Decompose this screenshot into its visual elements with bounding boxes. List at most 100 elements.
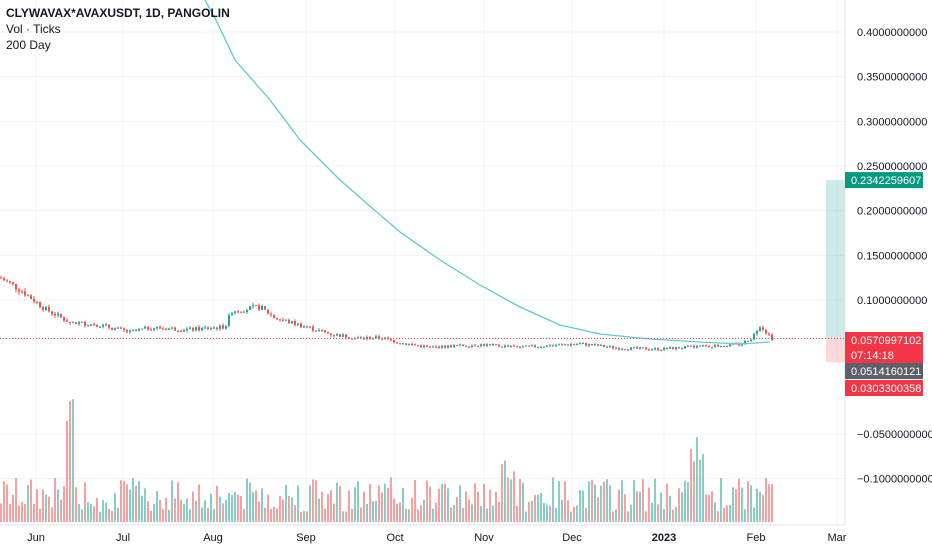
candle-body [456, 345, 458, 347]
candle-body [126, 330, 128, 332]
volume-bar [507, 477, 509, 522]
volume-legend[interactable]: Vol · Ticks [6, 22, 61, 36]
volume-bar [57, 489, 59, 522]
volume-bar [0, 503, 2, 522]
volume-bar [465, 491, 467, 522]
volume-bar [129, 489, 131, 522]
candle-body [447, 345, 449, 348]
volume-bar [582, 490, 584, 522]
volume-bar [60, 499, 62, 522]
candle-body [102, 324, 104, 327]
candle-body [249, 306, 251, 310]
candle-body [480, 344, 482, 347]
candle-body [603, 344, 605, 347]
volume-bar [306, 511, 308, 522]
volume-bar [588, 481, 590, 522]
candle-body [174, 327, 176, 331]
volume-bar [681, 492, 683, 522]
symbol-title[interactable]: CLYWAVAX*AVAXUSDT, 1D, PANGOLIN [6, 6, 230, 20]
candle-body [402, 343, 404, 345]
chart-grid [0, 0, 845, 525]
volume-bar [234, 492, 236, 522]
volume-bar [372, 501, 374, 522]
position-zone[interactable] [826, 180, 845, 363]
volume-bar [738, 478, 740, 522]
volume-bar [762, 495, 764, 522]
candle-body [696, 345, 698, 348]
volume-bar [318, 498, 320, 522]
volume-bar [396, 503, 398, 522]
candle-body [243, 311, 245, 313]
candle-body [57, 313, 59, 316]
volume-bar [435, 502, 437, 522]
volume-bar [519, 478, 521, 522]
volume-bar [180, 499, 182, 522]
candle-body [519, 346, 521, 348]
volume-bar [639, 491, 641, 522]
volume-bar [219, 496, 221, 522]
volume-bar [183, 503, 185, 522]
volume-bar [243, 508, 245, 522]
price-tag-box [845, 347, 923, 363]
candle-body [207, 327, 209, 329]
candle-body [159, 326, 161, 329]
volume-bar [471, 504, 473, 522]
volume-bar [765, 478, 767, 522]
volume-bar [228, 493, 230, 522]
volume-bar [414, 480, 416, 522]
volume-bar [114, 493, 116, 522]
volume-bar [534, 494, 536, 522]
volume-bar [489, 489, 491, 522]
volume-bar [528, 501, 530, 522]
volume-bar [345, 511, 347, 522]
volume-bar [390, 477, 392, 522]
volume-bar [186, 498, 188, 522]
candle-body [750, 339, 752, 342]
ma-200-path [204, 0, 771, 345]
time-axis[interactable]: Jun Jul Aug Sep Oct Nov Dec 2023 Feb Mar [0, 524, 847, 544]
candle-body [330, 333, 332, 336]
volume-bar [366, 503, 368, 522]
volume-bar [561, 499, 563, 522]
candle-body [516, 346, 518, 348]
volume-bar [123, 480, 125, 522]
candle-body [714, 345, 716, 348]
volume-bar [447, 488, 449, 522]
volume-bar [333, 503, 335, 522]
candle-body [501, 346, 503, 348]
volume-bar [63, 486, 65, 522]
candle-body [216, 327, 218, 329]
candle-body [42, 307, 44, 310]
candle-body [69, 321, 71, 323]
candle-body [51, 311, 53, 314]
volume-bar [21, 502, 23, 522]
volume-bar [576, 505, 578, 522]
volume-bar [441, 484, 443, 522]
ma-legend[interactable]: 200 Day [6, 38, 51, 52]
volume-bar [255, 490, 257, 522]
volume-bar [9, 503, 11, 522]
volume-bar [33, 503, 35, 522]
candle-body [705, 345, 707, 347]
candle-body [336, 334, 338, 336]
candle-body [684, 346, 686, 349]
candle-body [84, 321, 86, 326]
price-tick-label: 0.1000000000 [857, 295, 927, 307]
volume-bar [249, 482, 251, 522]
volume-bar [705, 494, 707, 522]
volume-bar [585, 507, 587, 522]
volume-bar [495, 491, 497, 522]
candle-body [420, 345, 422, 348]
volume-bar [696, 437, 698, 522]
price-tag-box [845, 380, 923, 396]
candle-body [528, 345, 530, 347]
price-axis[interactable]: 0.4000000000 0.3500000000 0.3000000000 0.25… [844, 0, 932, 525]
volume-bar [621, 480, 623, 522]
volume-bar [741, 487, 743, 522]
candle-body [690, 345, 692, 347]
candle-body [510, 345, 512, 347]
candle-body [33, 298, 35, 302]
volume-bar [156, 491, 158, 522]
candle-body [0, 277, 2, 279]
